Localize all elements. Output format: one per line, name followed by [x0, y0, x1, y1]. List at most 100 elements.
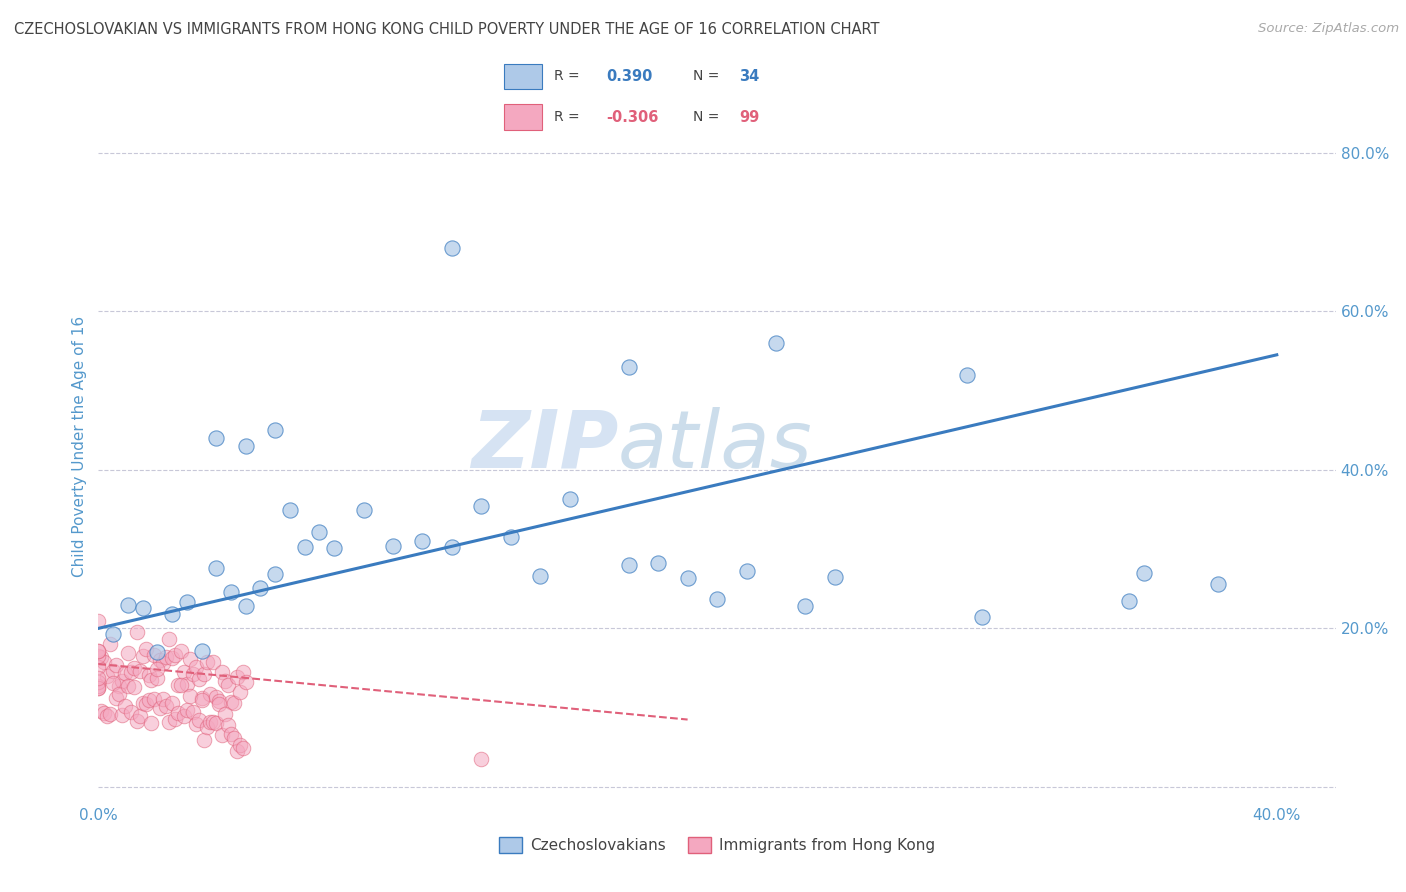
Text: atlas: atlas	[619, 407, 813, 485]
Point	[90, 650, 112, 665]
Point	[184, 717, 207, 731]
Point	[735, 564, 758, 578]
Point	[214, 673, 236, 688]
Point	[111, 707, 134, 722]
Point	[181, 667, 204, 681]
Point	[353, 503, 375, 517]
Legend: Czechoslovakians, Immigrants from Hong Kong: Czechoslovakians, Immigrants from Hong K…	[494, 831, 941, 859]
Text: ZIP: ZIP	[471, 407, 619, 485]
Text: N =: N =	[693, 110, 720, 124]
FancyBboxPatch shape	[505, 63, 541, 89]
Point	[184, 660, 207, 674]
Point	[108, 679, 131, 693]
Text: Source: ZipAtlas.com: Source: ZipAtlas.com	[1258, 22, 1399, 36]
Point	[149, 701, 172, 715]
Point	[558, 491, 581, 506]
Point	[135, 698, 157, 712]
Point	[131, 649, 153, 664]
Point	[114, 665, 136, 680]
Text: -0.306: -0.306	[606, 110, 659, 125]
Point	[179, 689, 201, 703]
Text: 0.390: 0.390	[606, 69, 652, 84]
Point	[249, 581, 271, 595]
Point	[93, 706, 115, 720]
Point	[382, 539, 405, 553]
Point	[146, 645, 169, 659]
Point	[706, 592, 728, 607]
Point	[222, 731, 245, 746]
Point	[87, 674, 110, 689]
Point	[440, 241, 463, 255]
Point	[264, 567, 287, 582]
Point	[179, 652, 201, 666]
Point	[208, 694, 231, 708]
Point	[87, 649, 110, 664]
Point	[617, 558, 640, 572]
Point	[105, 657, 128, 672]
Point	[96, 669, 118, 683]
Point	[96, 709, 118, 723]
Point	[176, 595, 198, 609]
Point	[173, 665, 195, 680]
Point	[141, 716, 163, 731]
Point	[87, 671, 110, 685]
Point	[141, 673, 163, 688]
Point	[135, 642, 157, 657]
Point	[972, 610, 994, 624]
Point	[114, 698, 136, 713]
Point	[173, 709, 195, 723]
Point	[647, 556, 669, 570]
Point	[170, 643, 193, 657]
Point	[205, 715, 228, 730]
Point	[157, 714, 180, 729]
Point	[152, 692, 174, 706]
Text: R =: R =	[554, 70, 579, 83]
Point	[101, 664, 124, 678]
FancyBboxPatch shape	[505, 104, 541, 130]
Point	[211, 728, 233, 742]
Point	[155, 698, 177, 713]
Y-axis label: Child Poverty Under the Age of 16: Child Poverty Under the Age of 16	[72, 316, 87, 576]
Point	[219, 585, 242, 599]
Point	[122, 661, 145, 675]
Point	[93, 655, 115, 669]
Point	[235, 675, 257, 690]
Point	[87, 644, 110, 658]
Point	[117, 646, 139, 660]
Point	[219, 727, 242, 741]
Point	[222, 696, 245, 710]
Point	[217, 718, 239, 732]
Point	[956, 368, 979, 382]
Text: R =: R =	[554, 110, 579, 124]
Point	[87, 679, 110, 693]
Point	[202, 715, 225, 730]
Point	[138, 693, 160, 707]
Point	[219, 695, 242, 709]
Point	[105, 690, 128, 705]
Point	[187, 713, 209, 727]
Point	[190, 644, 212, 658]
Point	[176, 677, 198, 691]
Point	[529, 569, 551, 583]
Point	[87, 643, 110, 657]
Point	[98, 707, 121, 722]
Point	[117, 679, 139, 693]
Point	[138, 668, 160, 682]
Point	[131, 601, 153, 615]
Point	[170, 678, 193, 692]
Point	[197, 720, 219, 734]
Point	[87, 660, 110, 674]
Point	[617, 359, 640, 374]
Point	[229, 685, 252, 699]
Point	[200, 715, 222, 730]
Point	[470, 499, 492, 513]
Point	[101, 676, 124, 690]
Point	[205, 431, 228, 445]
Point	[308, 525, 330, 540]
Point	[160, 696, 183, 710]
Point	[225, 744, 247, 758]
Point	[143, 648, 166, 663]
Point	[202, 655, 225, 669]
Point	[205, 561, 228, 575]
Point	[229, 738, 252, 752]
